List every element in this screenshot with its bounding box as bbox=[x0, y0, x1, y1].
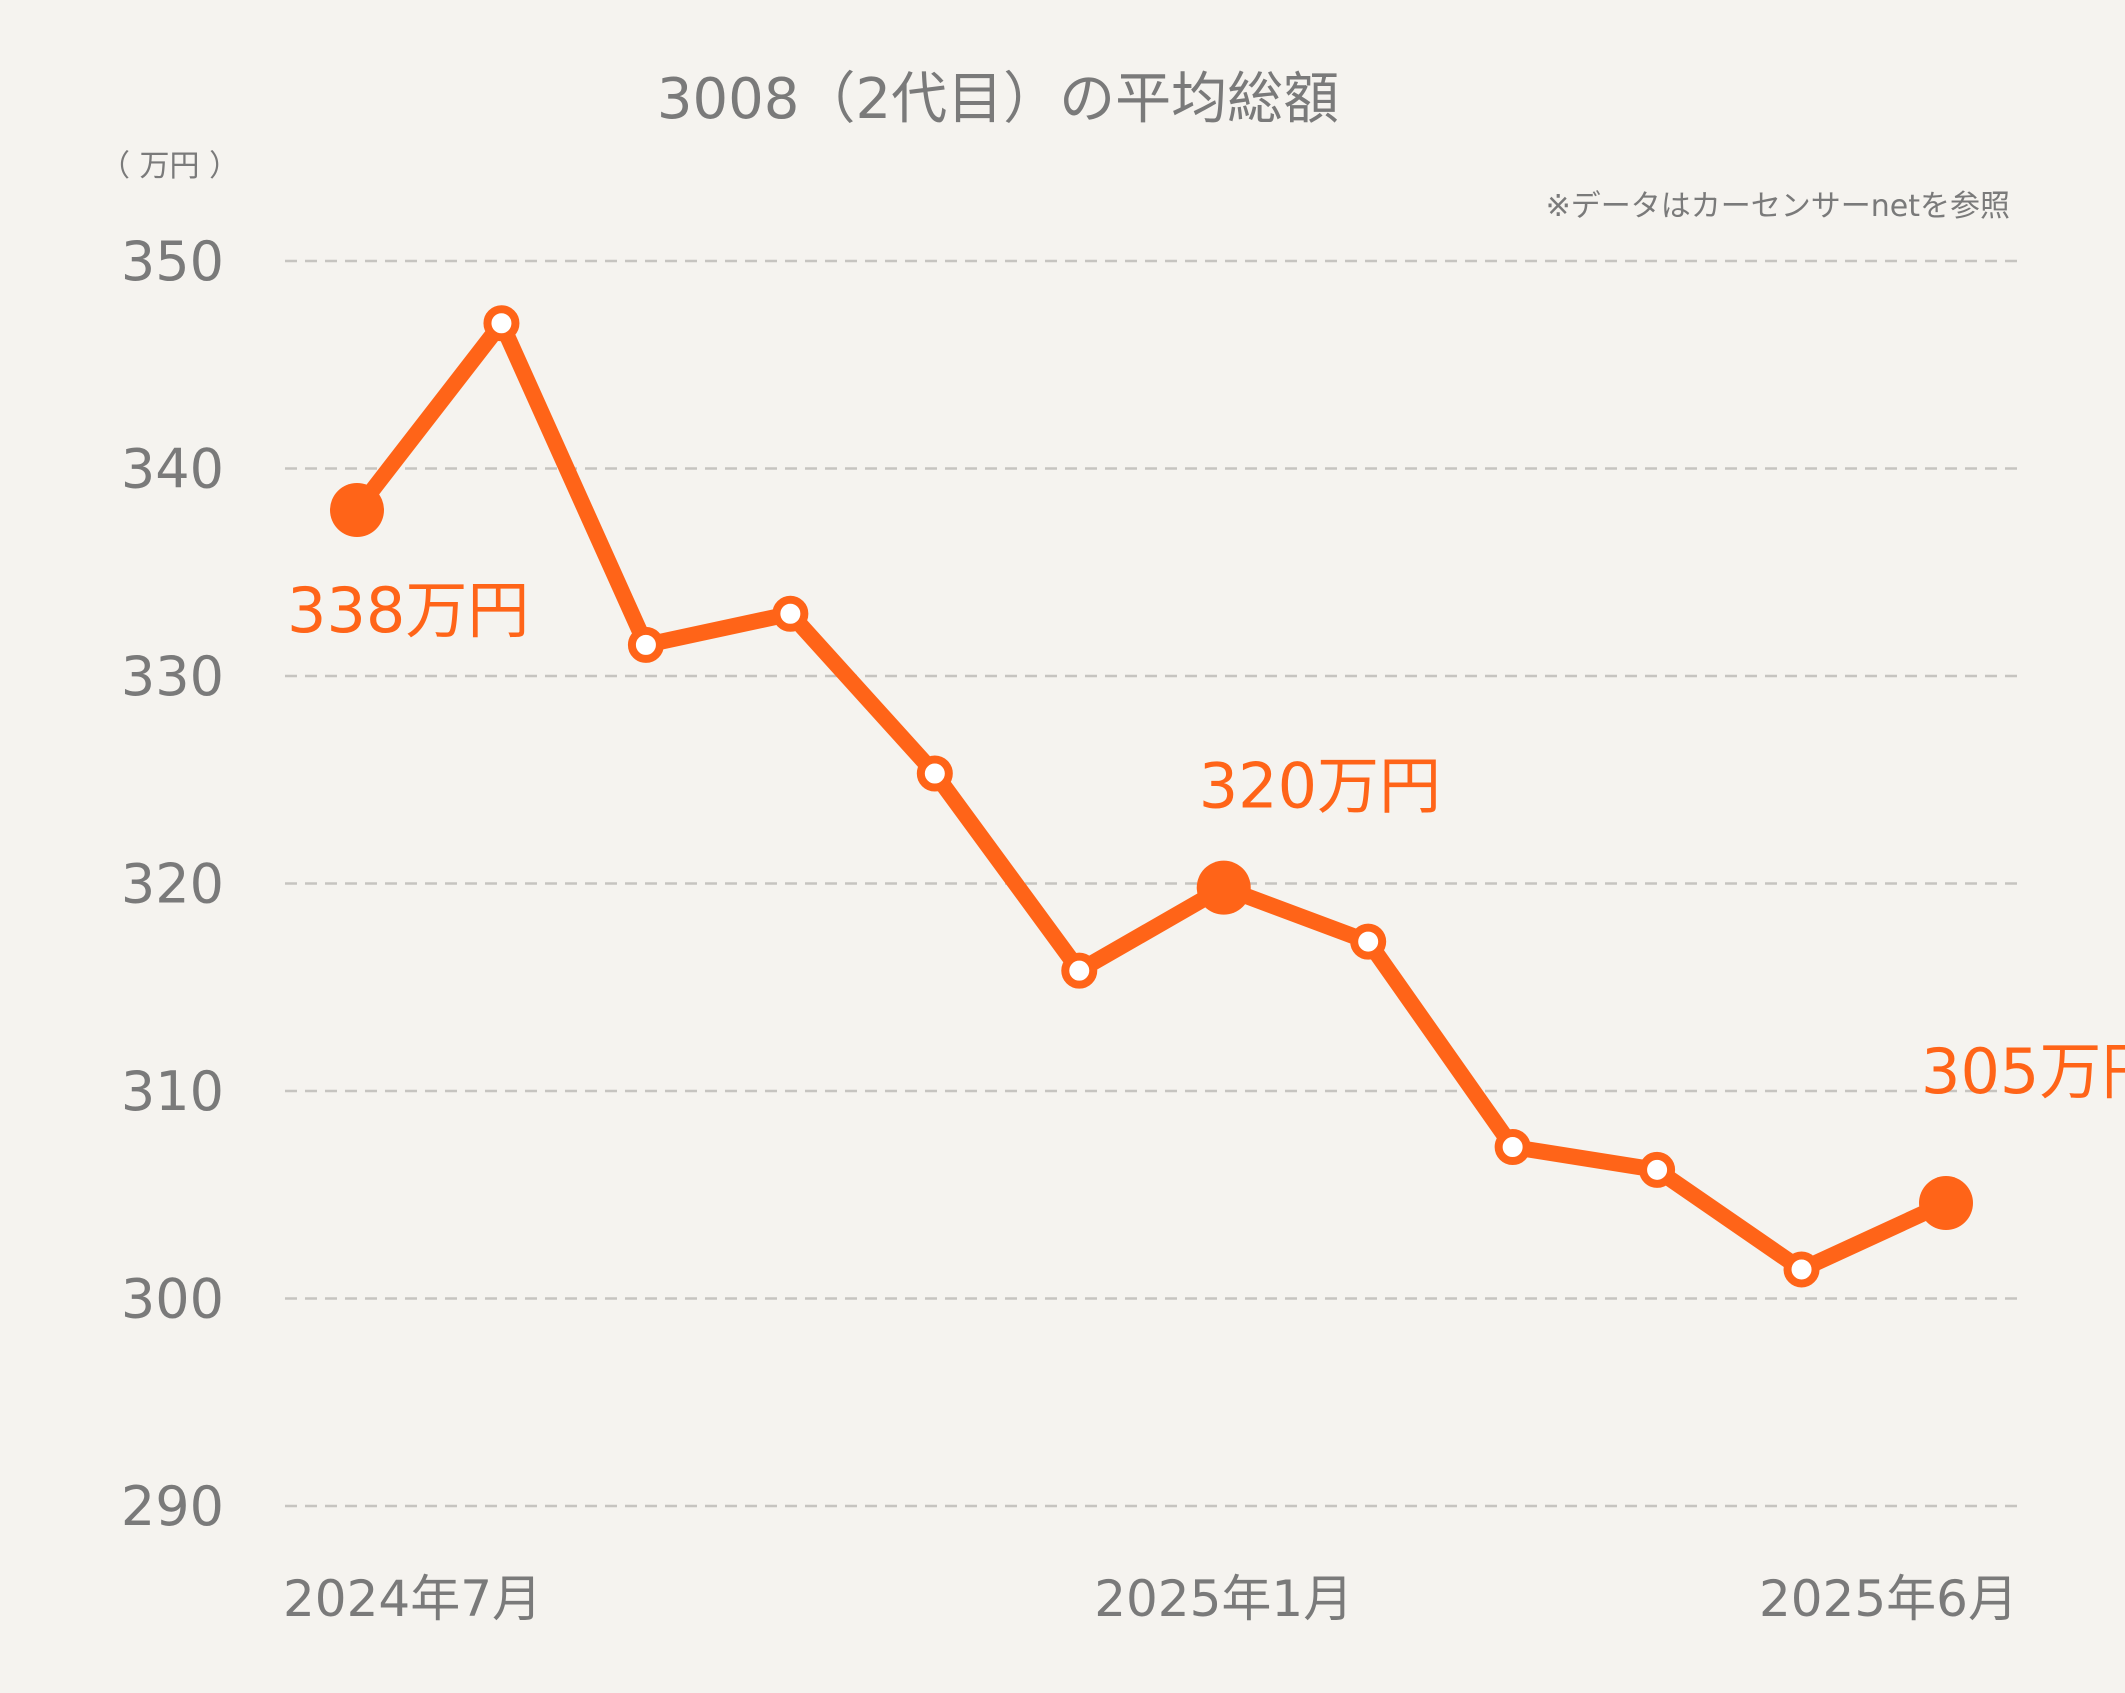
data-point bbox=[1783, 1251, 1820, 1288]
data-point bbox=[1639, 1151, 1676, 1188]
data-point bbox=[916, 755, 953, 792]
data-label: 320万円 bbox=[1199, 750, 1441, 823]
data-label: 338万円 bbox=[287, 574, 529, 647]
data-points bbox=[330, 305, 1973, 1288]
y-axis-unit-label: （ 万円 ） bbox=[100, 149, 239, 184]
data-point bbox=[1494, 1129, 1531, 1166]
y-tick-label: 290 bbox=[121, 1475, 224, 1538]
highlight-point bbox=[330, 483, 384, 537]
y-tick-label: 320 bbox=[121, 853, 224, 916]
data-labels: 338万円 320万円 305万円 bbox=[287, 574, 2125, 1108]
data-point bbox=[772, 595, 809, 632]
y-tick-label: 350 bbox=[121, 230, 224, 293]
y-tick-label: 340 bbox=[121, 438, 224, 501]
data-point bbox=[1350, 923, 1387, 960]
y-tick-label: 310 bbox=[121, 1060, 224, 1123]
gridlines bbox=[285, 259, 2018, 1508]
data-point bbox=[627, 626, 664, 663]
series-line-layer bbox=[349, 315, 1954, 1278]
data-label: 305万円 bbox=[1921, 1035, 2125, 1108]
x-tick-label: 2025年6月 bbox=[1759, 1570, 2018, 1628]
series-line bbox=[349, 315, 1954, 1278]
data-point bbox=[1061, 952, 1098, 989]
highlight-point bbox=[1919, 1176, 1973, 1231]
highlight-point bbox=[1196, 860, 1251, 915]
x-tick-label: 2024年7月 bbox=[283, 1570, 542, 1628]
y-tick-label: 300 bbox=[121, 1268, 224, 1331]
data-point bbox=[483, 305, 520, 342]
y-tick-label: 330 bbox=[121, 645, 224, 708]
chart-title: 3008（2代目）の平均総額 bbox=[657, 67, 1339, 132]
y-axis-ticks: 350 340 330 320 310 300 290 bbox=[121, 230, 224, 1538]
x-tick-label: 2025年1月 bbox=[1094, 1570, 1353, 1628]
source-note: ※データはカーセンサーnetを参照 bbox=[1546, 189, 2010, 224]
x-axis-ticks: 2024年7月 2025年1月 2025年6月 bbox=[283, 1570, 2018, 1628]
